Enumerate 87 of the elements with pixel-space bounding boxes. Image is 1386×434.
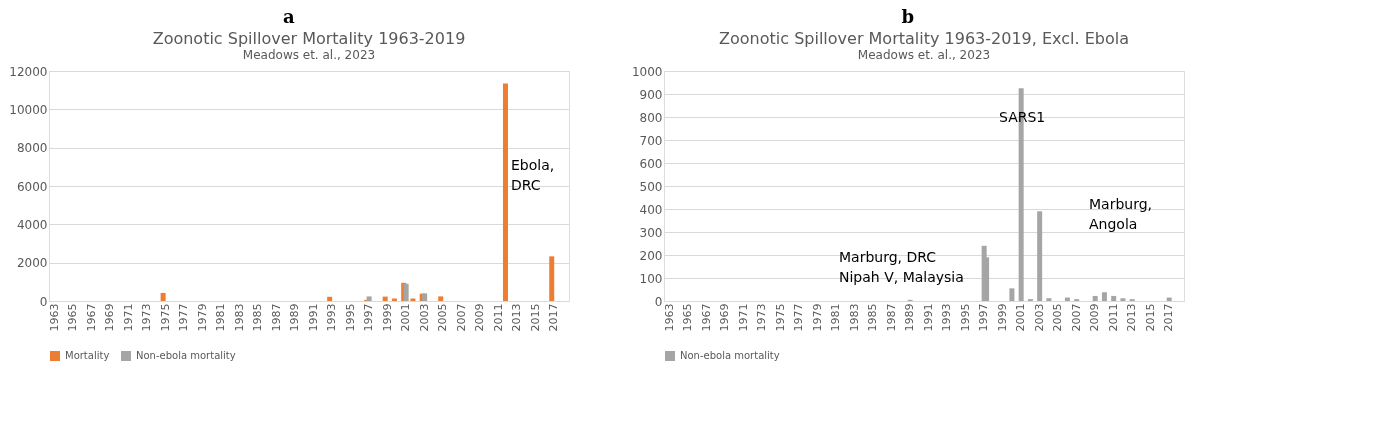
x-tick-label: 1999 (995, 303, 1009, 332)
annotation: Marburg, Angola (1089, 196, 1153, 232)
chart-title: Zoonotic Spillover Mortality 1963-2019, Excl. Ebola (719, 29, 1129, 48)
x-tick-label: 2007 (454, 303, 468, 332)
x-tick-label: 1997 (362, 303, 376, 332)
y-tick-label: 600 (639, 156, 663, 171)
y-tick-label: 0 (39, 294, 48, 309)
x-tick-label: 2017 (547, 303, 561, 332)
x-tick-label: 2013 (510, 303, 524, 332)
y-tick-label: 10000 (9, 102, 48, 117)
x-tick-label: 1979 (195, 303, 209, 332)
x-tick-label: 2009 (1088, 303, 1102, 332)
x-tick-label: 1981 (214, 303, 228, 332)
annotation: Ebola, DRC (511, 157, 555, 193)
y-tick-label: 400 (639, 202, 663, 217)
x-tick-label: 2001 (399, 303, 413, 332)
x-tick-label: 1987 (884, 303, 898, 332)
x-tick-label: 1973 (755, 303, 769, 332)
x-tick-label: 1985 (251, 303, 265, 332)
x-tick-label: 1977 (792, 303, 806, 332)
y-tick-label: 6000 (16, 179, 48, 194)
x-tick-label: 2013 (1125, 303, 1139, 332)
x-tick-label: 2005 (436, 303, 450, 332)
y-tick-label: 800 (639, 110, 663, 125)
y-tick-label: 700 (639, 133, 663, 148)
x-tick-label: 1965 (66, 303, 80, 332)
chart-subtitle: Meadows et. al., 2023 (242, 48, 376, 62)
x-tick-label: 1971 (736, 303, 750, 332)
annotation: Marburg, DRC Nipah V, Malaysia (839, 249, 964, 285)
y-tick-label: 100 (639, 271, 663, 286)
x-tick-label: 2011 (491, 303, 505, 332)
x-tick-label: 1979 (810, 303, 824, 332)
x-tick-label: 1965 (681, 303, 695, 332)
x-tick-label: 1983 (232, 303, 246, 332)
y-tick-label: 900 (639, 87, 663, 102)
x-tick-label: 1969 (103, 303, 117, 332)
x-tick-label: 2007 (1069, 303, 1083, 332)
x-tick-label: 1975 (773, 303, 787, 332)
y-tick-label: 8000 (16, 141, 48, 156)
x-tick-label: 2001 (1014, 303, 1028, 332)
y-tick-label: 0 (654, 294, 663, 309)
x-tick-label: 1995 (958, 303, 972, 332)
x-tick-label: 1963 (662, 303, 676, 332)
x-tick-label: 1977 (177, 303, 191, 332)
x-tick-label: 1975 (158, 303, 172, 332)
x-tick-label: 1999 (380, 303, 394, 332)
x-tick-label: 1989 (288, 303, 302, 332)
text: b (901, 5, 915, 27)
y-tick-label: 300 (639, 225, 663, 240)
y-tick-label: 2000 (16, 256, 48, 271)
x-tick-label: 1967 (84, 303, 98, 332)
y-tick-label: 12000 (9, 64, 48, 79)
x-tick-label: 2003 (1032, 303, 1046, 332)
x-tick-label: 1981 (829, 303, 843, 332)
legend-label: Non-ebola mortality (136, 350, 236, 361)
y-tick-label: 200 (639, 248, 663, 263)
x-tick-label: 2009 (473, 303, 487, 332)
x-tick-label: 2005 (1051, 303, 1065, 332)
x-tick-label: 2017 (1162, 303, 1176, 332)
legend-label: Mortality (65, 350, 110, 361)
x-tick-label: 1987 (269, 303, 283, 332)
x-tick-label: 1991 (921, 303, 935, 332)
x-tick-label: 1993 (940, 303, 954, 332)
x-tick-label: 1973 (140, 303, 154, 332)
x-tick-label: 1995 (343, 303, 357, 332)
x-tick-label: 1971 (121, 303, 135, 332)
chart-subtitle: Meadows et. al., 2023 (857, 48, 991, 62)
x-tick-label: 2003 (417, 303, 431, 332)
x-tick-label: 1983 (847, 303, 861, 332)
annotation: SARS1 (999, 109, 1046, 125)
x-tick-label: 1967 (699, 303, 713, 332)
x-tick-label: 2015 (528, 303, 542, 332)
text: a (283, 5, 296, 27)
chart-title: Zoonotic Spillover Mortality 1963-2019 (152, 29, 466, 48)
x-tick-label: 1985 (866, 303, 880, 332)
y-tick-label: 500 (639, 179, 663, 194)
x-tick-label: 2015 (1143, 303, 1157, 332)
y-tick-label: 4000 (16, 217, 48, 232)
x-tick-label: 1963 (47, 303, 61, 332)
legend-label: Non-ebola mortality (680, 350, 780, 361)
y-tick-label: 1000 (631, 64, 663, 79)
x-tick-label: 1993 (325, 303, 339, 332)
x-tick-label: 1969 (718, 303, 732, 332)
x-tick-label: 1991 (306, 303, 320, 332)
x-tick-label: 1997 (977, 303, 991, 332)
x-tick-label: 2011 (1106, 303, 1120, 332)
x-tick-label: 1989 (903, 303, 917, 332)
